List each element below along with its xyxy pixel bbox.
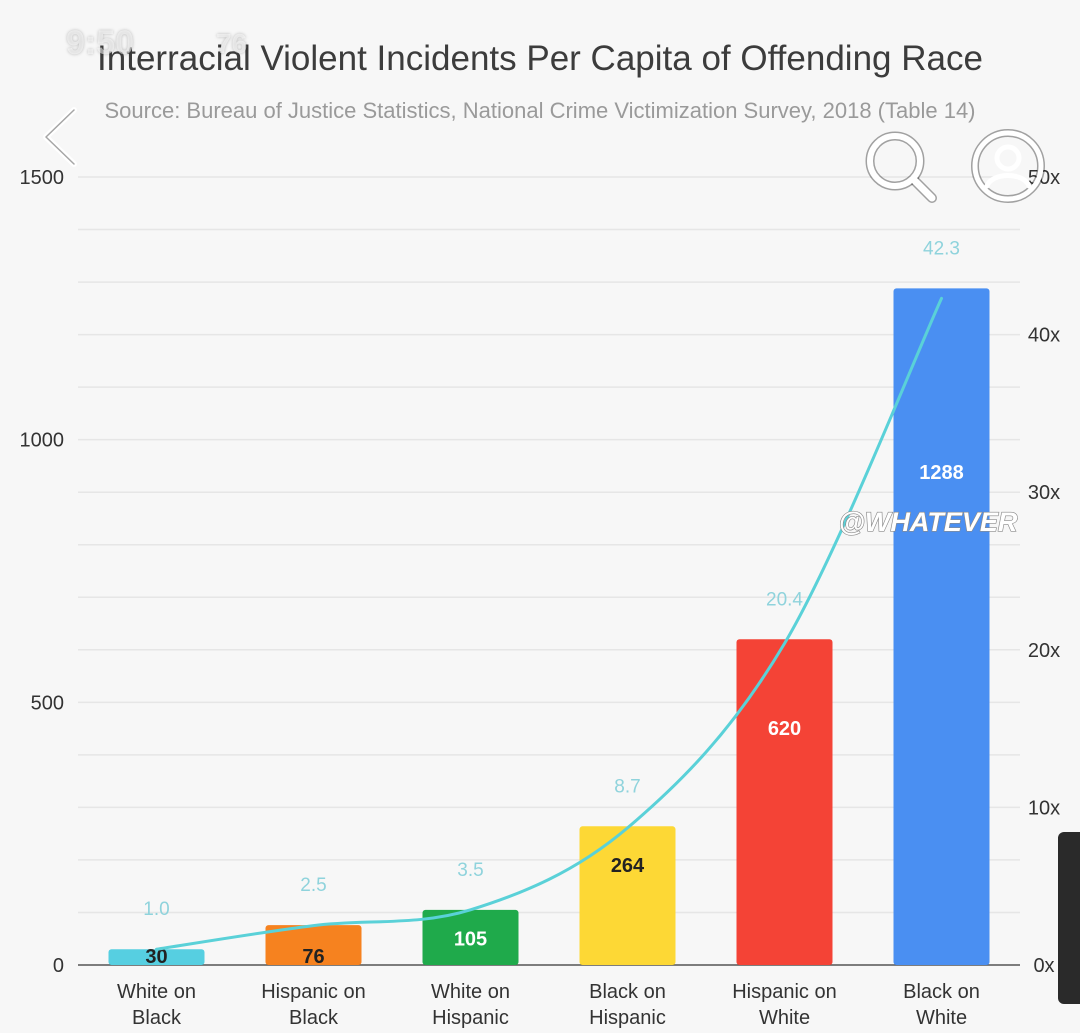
- bar: [422, 909, 519, 965]
- category-label: Hispanic: [432, 1007, 509, 1029]
- bar: [265, 925, 362, 965]
- right-tick-label: 10x: [1028, 797, 1060, 819]
- left-tick-label: 500: [31, 692, 64, 714]
- category-label: Black: [132, 1007, 182, 1029]
- bar-value-label: 264: [611, 855, 645, 877]
- category-label: White on: [431, 981, 510, 1003]
- category-label: White on: [117, 981, 196, 1003]
- category-label: White: [916, 1007, 967, 1029]
- chart-subtitle: Source: Bureau of Justice Statistics, Na…: [104, 98, 975, 123]
- category-label: Hispanic: [589, 1007, 666, 1029]
- multiplier-label: 42.3: [923, 238, 960, 259]
- bar-value-label: 30: [145, 946, 167, 968]
- bar: [579, 826, 676, 965]
- user-circle-icon: [971, 129, 1045, 203]
- left-axis: 0 500 1000 1500: [20, 167, 65, 977]
- bar: [736, 639, 833, 965]
- left-tick-label: 0: [53, 955, 64, 977]
- multiplier-curve: 1.0 2.5 3.5 8.7 20.4 42.3: [143, 238, 960, 951]
- left-tick-label: 1500: [20, 167, 65, 189]
- multiplier-line: [155, 296, 943, 951]
- bars: 30 76 105 264 620 1288: [108, 288, 990, 968]
- category-label: White: [759, 1007, 810, 1029]
- category-label: Black on: [903, 981, 980, 1003]
- multiplier-label: 8.7: [614, 776, 640, 797]
- bar: [893, 288, 990, 965]
- bar-value-label: 76: [302, 946, 324, 968]
- bar-value-label: 1288: [919, 462, 964, 484]
- grid-lines: [78, 176, 1020, 914]
- search-button[interactable]: [862, 128, 940, 206]
- back-button[interactable]: [36, 104, 86, 170]
- category-label: Hispanic on: [261, 981, 366, 1003]
- right-tick-label: 30x: [1028, 482, 1060, 504]
- bar-value-label: 620: [768, 718, 801, 740]
- category-label: Black on: [589, 981, 666, 1003]
- side-thumbnail[interactable]: [1058, 832, 1080, 1004]
- category-label: Hispanic on: [732, 981, 837, 1003]
- right-tick-label: 40x: [1028, 325, 1060, 347]
- right-tick-label: 20x: [1028, 640, 1060, 662]
- profile-button[interactable]: [970, 128, 1046, 204]
- multiplier-label: 1.0: [143, 899, 169, 920]
- category-labels: White on Black Hispanic on Black White on His…: [117, 981, 980, 1029]
- chart-title: Interracial Violent Incidents Per Capita…: [97, 39, 983, 78]
- multiplier-label: 20.4: [766, 589, 803, 610]
- multiplier-label: 2.5: [300, 875, 326, 896]
- chevron-left-icon: [43, 107, 77, 167]
- search-icon: [865, 131, 937, 203]
- left-tick-label: 1000: [20, 430, 65, 452]
- right-tick-label: 0x: [1033, 955, 1054, 977]
- watermark: @WHATEVER: [839, 507, 1018, 537]
- multiplier-label: 3.5: [457, 860, 483, 881]
- bar-value-label: 105: [454, 928, 487, 950]
- bar: [108, 949, 205, 965]
- category-label: Black: [289, 1007, 339, 1029]
